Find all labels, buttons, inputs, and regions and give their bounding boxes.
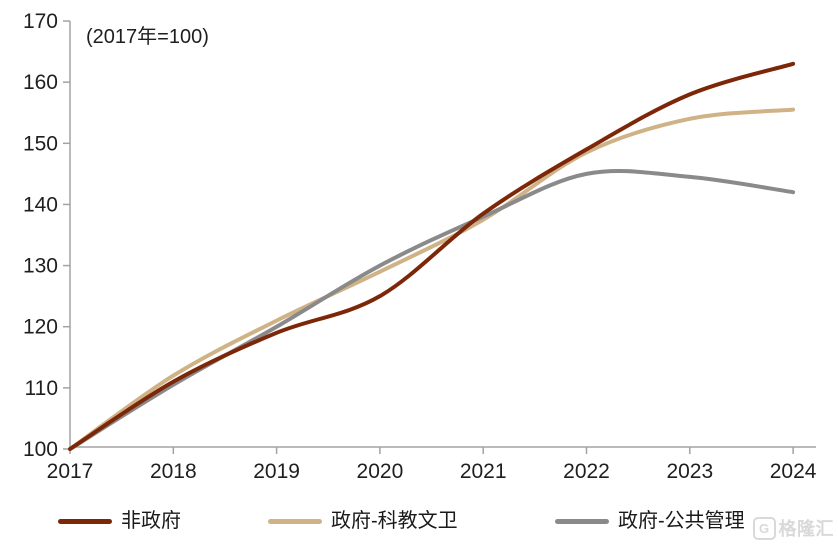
x-tick-label: 2024 (770, 460, 817, 483)
y-tick-label: 100 (23, 438, 58, 461)
x-tick-label: 2021 (460, 460, 507, 483)
x-tick-label: 2017 (47, 460, 94, 483)
y-tick-label: 160 (23, 71, 58, 94)
x-tick-label: 2018 (150, 460, 197, 483)
y-tick-label: 170 (23, 10, 58, 33)
chart-annotation: (2017年=100) (86, 26, 209, 48)
watermark: G 格隆汇 (752, 515, 835, 541)
series-line-1 (68, 107, 796, 451)
gelonghui-logo-icon: G (752, 516, 776, 540)
y-tick-label: 150 (23, 132, 58, 155)
series-line-0 (68, 61, 796, 451)
series-line-2 (68, 169, 796, 451)
y-tick-label: 120 (23, 316, 58, 339)
y-tick-label: 130 (23, 255, 58, 278)
y-tick-label: 110 (25, 377, 58, 400)
y-tick-label: 140 (23, 193, 58, 216)
watermark-text: 格隆汇 (778, 519, 834, 539)
x-tick-label: 2020 (357, 460, 404, 483)
x-tick-label: 2019 (253, 460, 300, 483)
x-tick-label: 2022 (563, 460, 610, 483)
x-tick-label: 2023 (666, 460, 713, 483)
